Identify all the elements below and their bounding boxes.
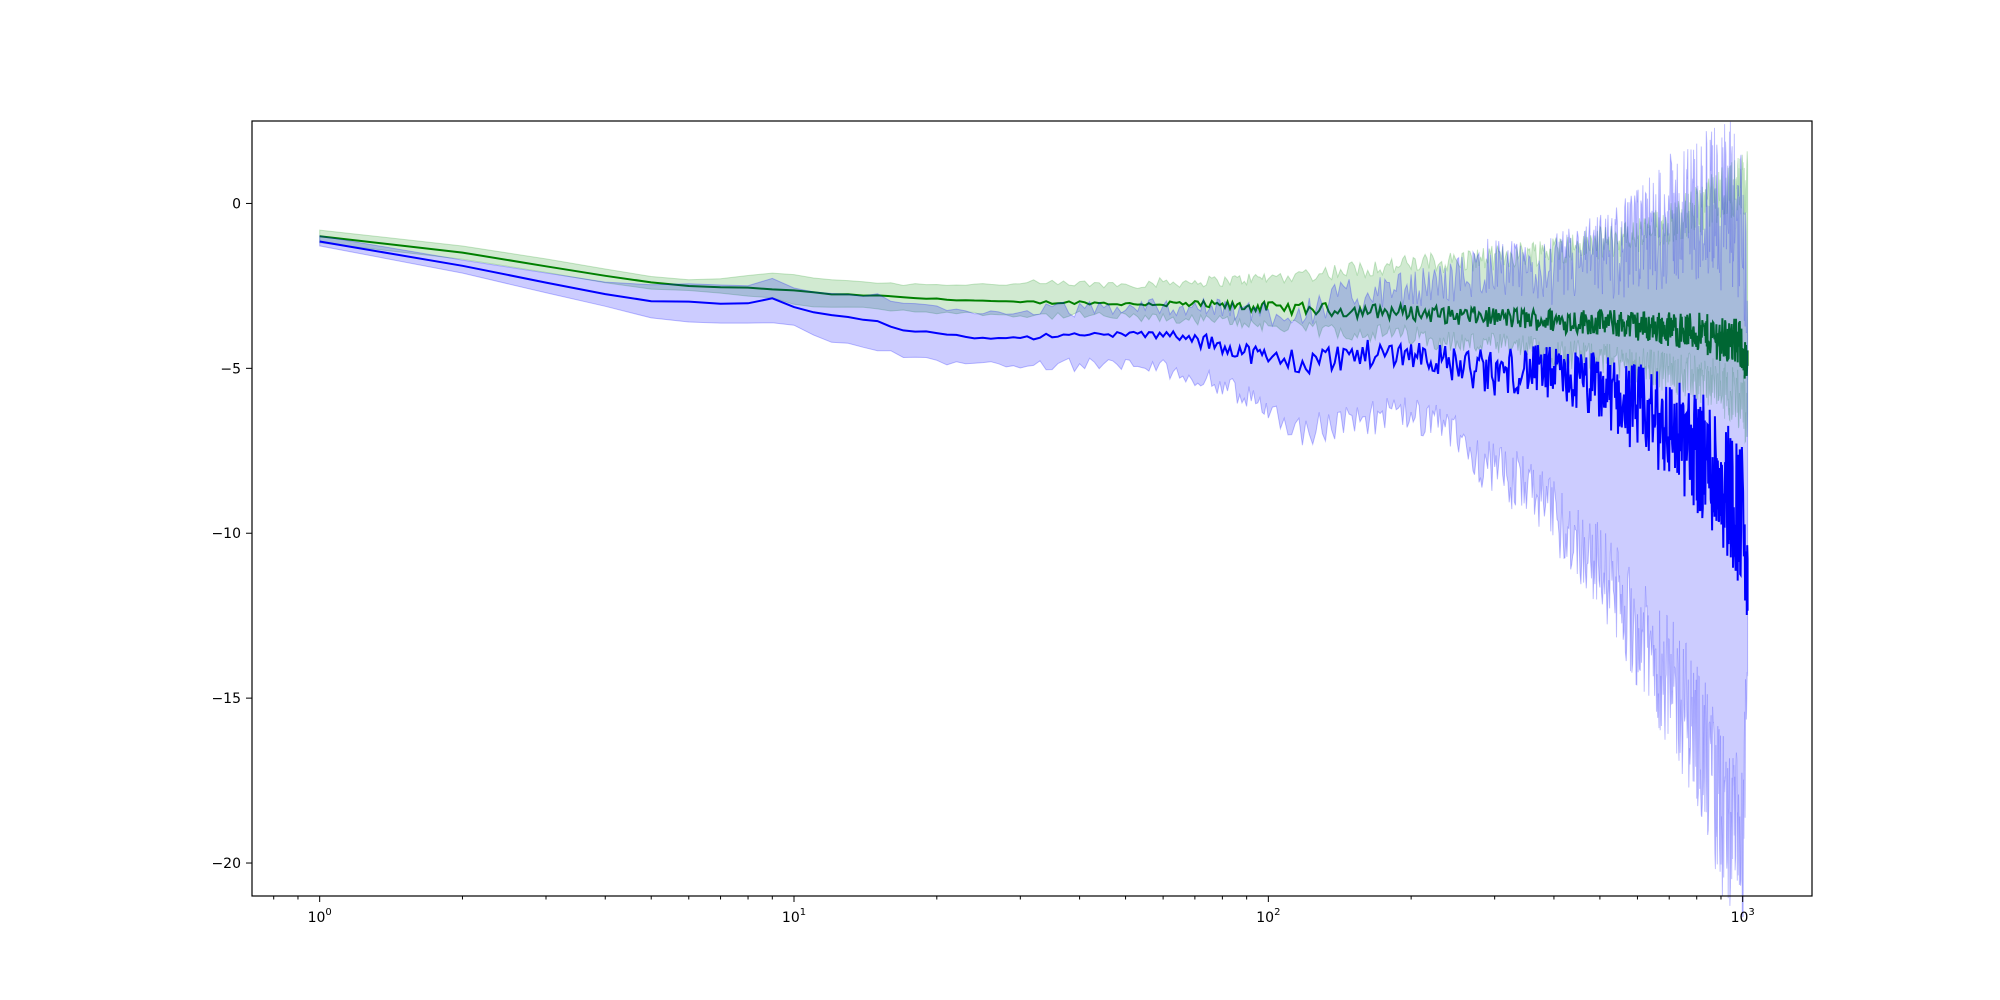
series-0-confidence-band <box>319 151 1749 444</box>
series-0-mean-line <box>319 235 1749 379</box>
x-tick-label: 102 <box>1256 907 1280 926</box>
x-tick-label: 101 <box>782 907 806 926</box>
x-tick-label-base: 10 <box>782 910 800 926</box>
x-tick-label-exponent: 0 <box>325 907 331 918</box>
x-tick-label: 100 <box>308 907 332 926</box>
y-tick-label: −5 <box>220 361 241 377</box>
series-0 <box>319 151 1749 444</box>
y-tick-label: 0 <box>232 196 241 212</box>
y-tick-label: −10 <box>211 526 241 542</box>
x-tick-label-exponent: 2 <box>1274 907 1280 918</box>
y-tick-label: −20 <box>211 856 241 872</box>
x-tick-label-base: 10 <box>1256 910 1274 926</box>
x-tick-label: 103 <box>1731 907 1755 926</box>
series-1 <box>319 121 1749 918</box>
series-1-confidence-band <box>319 121 1749 918</box>
x-tick-label-exponent: 3 <box>1748 907 1754 918</box>
x-axis: 100 101 102 103 <box>273 896 1755 926</box>
axes-frame <box>251 120 1813 897</box>
plot-area <box>319 121 1749 918</box>
y-tick-label: −15 <box>211 691 241 707</box>
series-1-mean-line <box>319 240 1749 616</box>
y-axis: 0 −5 −10 −15 −20 <box>211 196 252 872</box>
x-tick-label-base: 10 <box>1731 910 1749 926</box>
x-tick-label-base: 10 <box>308 910 326 926</box>
x-tick-label-exponent: 1 <box>800 907 806 918</box>
